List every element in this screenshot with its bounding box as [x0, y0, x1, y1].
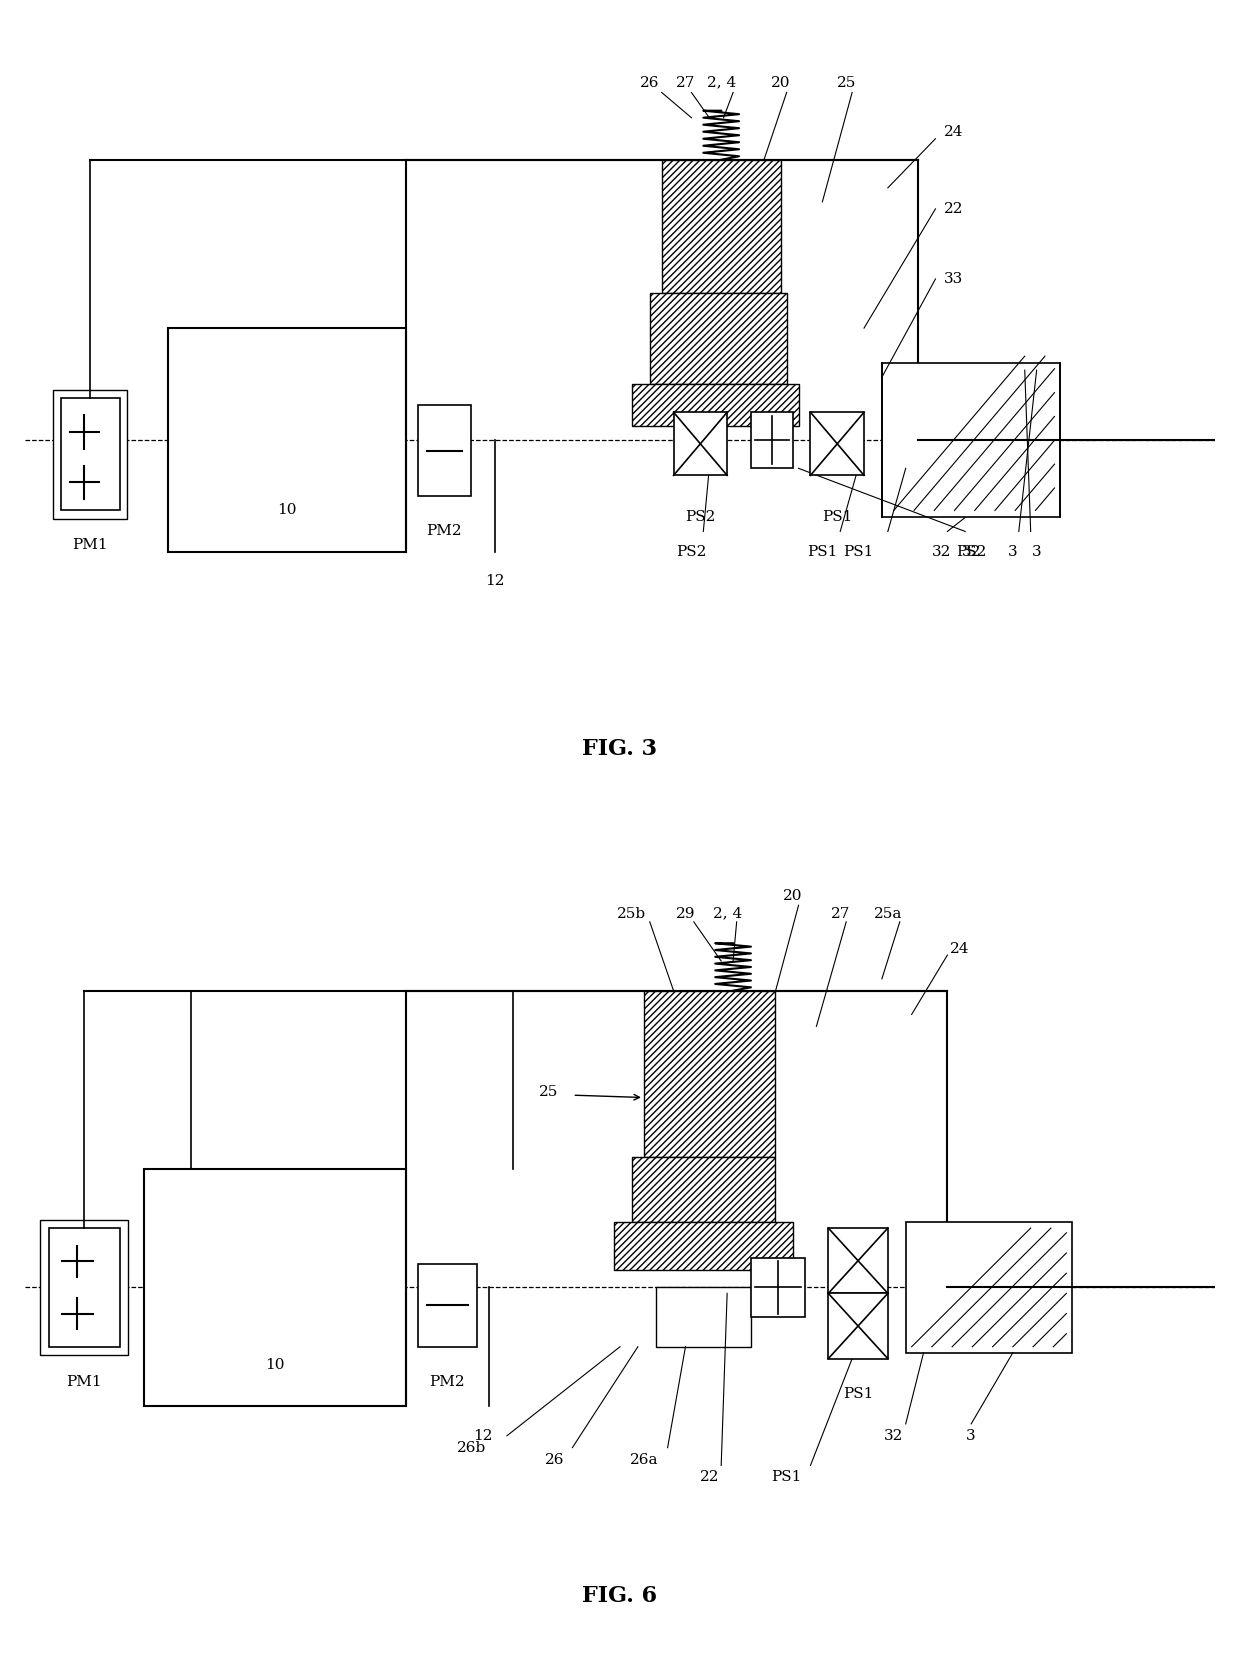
Text: PM2: PM2 [429, 1375, 465, 1389]
Bar [418, 1264, 477, 1347]
Text: 26b: 26b [456, 1441, 486, 1454]
Text: 32: 32 [961, 545, 981, 560]
Text: FIG. 3: FIG. 3 [583, 738, 657, 760]
Bar [418, 406, 471, 496]
Bar [632, 1157, 775, 1223]
Text: PM2: PM2 [427, 525, 463, 538]
Bar [828, 1293, 888, 1358]
Bar [53, 389, 128, 518]
Text: 26a: 26a [630, 1452, 658, 1466]
Text: 27: 27 [676, 75, 696, 89]
Text: PS2: PS2 [686, 510, 715, 525]
Text: FIG. 6: FIG. 6 [583, 1585, 657, 1607]
Bar [61, 397, 120, 510]
Text: 2, 4: 2, 4 [707, 75, 735, 89]
Text: 10: 10 [277, 503, 296, 518]
Bar [650, 293, 786, 384]
Text: PS1: PS1 [807, 545, 837, 560]
Text: 25: 25 [837, 75, 856, 89]
Text: 22: 22 [699, 1471, 719, 1484]
Bar [662, 159, 781, 293]
Text: 3: 3 [1032, 545, 1042, 560]
Text: 24: 24 [944, 124, 963, 139]
Text: PS1: PS1 [771, 1471, 802, 1484]
Bar [828, 1228, 888, 1293]
Bar [905, 1223, 1073, 1353]
Text: PS2: PS2 [676, 545, 707, 560]
Bar [751, 1258, 805, 1316]
Text: PS1: PS1 [822, 510, 852, 525]
Text: PM1: PM1 [67, 1375, 102, 1389]
Text: PM1: PM1 [72, 538, 108, 552]
Text: 25b: 25b [618, 907, 646, 921]
Text: 32: 32 [931, 545, 951, 560]
Text: 20: 20 [782, 889, 802, 902]
Text: 25: 25 [539, 1085, 558, 1098]
Text: 10: 10 [265, 1358, 284, 1372]
Bar [632, 384, 799, 426]
Text: PS1: PS1 [843, 545, 873, 560]
Text: 25a: 25a [874, 907, 901, 921]
Text: 26: 26 [640, 75, 660, 89]
Text: 3: 3 [1008, 545, 1018, 560]
Text: 3: 3 [966, 1429, 976, 1442]
Text: 12: 12 [485, 574, 505, 587]
Text: 22: 22 [944, 201, 963, 216]
Bar [40, 1219, 129, 1355]
Text: PS1: PS1 [843, 1387, 873, 1402]
Bar [882, 364, 1060, 518]
Text: 29: 29 [676, 907, 696, 921]
Bar [48, 1228, 120, 1347]
Text: 26: 26 [544, 1452, 564, 1466]
Text: 12: 12 [474, 1429, 492, 1442]
Text: PS2: PS2 [956, 545, 986, 560]
Text: 2, 4: 2, 4 [713, 907, 742, 921]
Text: 20: 20 [771, 75, 790, 89]
Bar [167, 329, 405, 552]
Bar [144, 1169, 405, 1405]
Bar [656, 1288, 751, 1347]
Bar [673, 413, 727, 475]
Text: 33: 33 [944, 272, 963, 287]
Text: 32: 32 [884, 1429, 904, 1442]
Bar [644, 991, 775, 1157]
Bar [751, 413, 792, 468]
Bar [686, 340, 733, 371]
Bar [811, 413, 864, 475]
Text: 27: 27 [831, 907, 849, 921]
Bar [614, 1223, 792, 1269]
Text: 24: 24 [950, 942, 968, 956]
